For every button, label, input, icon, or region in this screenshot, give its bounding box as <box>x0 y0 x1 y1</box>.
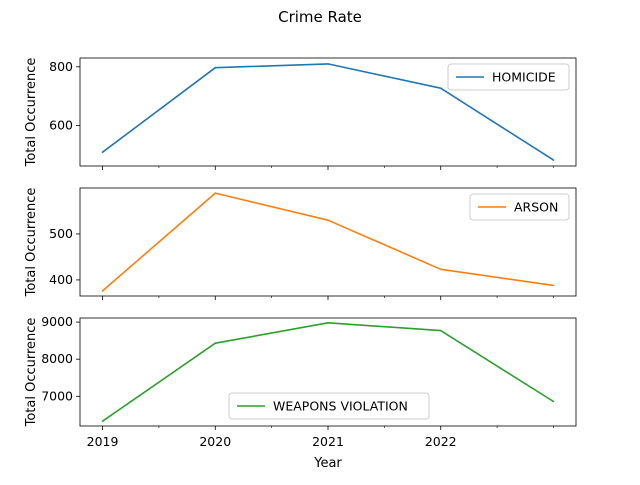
subplot-1: 600 800 Total Occurrence HOMICIDE <box>24 58 577 170</box>
legend-box <box>228 392 430 420</box>
data-point <box>214 192 217 194</box>
data-point <box>552 400 555 403</box>
data-point <box>101 151 104 154</box>
y-tick-label: 800 <box>49 59 73 74</box>
x-tick-label: 2019 <box>87 434 119 449</box>
figure-title: Crime Rate <box>278 8 362 26</box>
y-tick-label: 9000 <box>41 314 73 329</box>
legend-label: WEAPONS VIOLATION <box>273 399 408 414</box>
y-axis-label: Total Occurrence <box>24 188 39 298</box>
data-point <box>327 322 329 324</box>
y-tick-label: 400 <box>49 272 73 287</box>
data-point <box>439 87 442 90</box>
data-point <box>327 219 329 221</box>
data-point <box>552 159 555 161</box>
data-point <box>101 420 104 422</box>
data-point <box>552 284 555 287</box>
y-tick-label: 7000 <box>41 388 73 403</box>
legend: WEAPONS VIOLATION <box>228 392 430 420</box>
data-point <box>214 66 217 69</box>
data-point <box>327 63 329 65</box>
subplot-2: 400 500 Total Occurrence ARSON <box>24 188 577 300</box>
y-tick-label: 8000 <box>41 351 73 366</box>
data-point <box>101 290 104 292</box>
x-tick-label: 2020 <box>199 434 231 449</box>
legend: HOMICIDE <box>447 63 570 91</box>
legend-label: ARSON <box>514 200 558 215</box>
data-point <box>439 329 442 332</box>
data-point <box>439 268 442 271</box>
subplot-3: 7000 8000 9000 2019 2020 2021 2022 Total Occurr… <box>24 314 577 449</box>
subplots: 600 800 Total Occurrence HOMICIDE 400 500 Tota… <box>24 58 577 449</box>
legend-box <box>469 193 570 221</box>
legend-box <box>447 63 570 91</box>
y-axis-label: Total Occurrence <box>24 318 39 428</box>
x-tick-label: 2021 <box>312 434 344 449</box>
data-point <box>214 342 217 345</box>
x-tick-label: 2022 <box>425 434 457 449</box>
y-tick-label: 600 <box>49 118 73 133</box>
y-tick-label: 500 <box>49 226 73 241</box>
legend: ARSON <box>469 193 570 221</box>
y-axis-label: Total Occurrence <box>24 58 39 168</box>
legend-label: HOMICIDE <box>492 70 556 85</box>
x-axis-label: Year <box>313 456 342 471</box>
